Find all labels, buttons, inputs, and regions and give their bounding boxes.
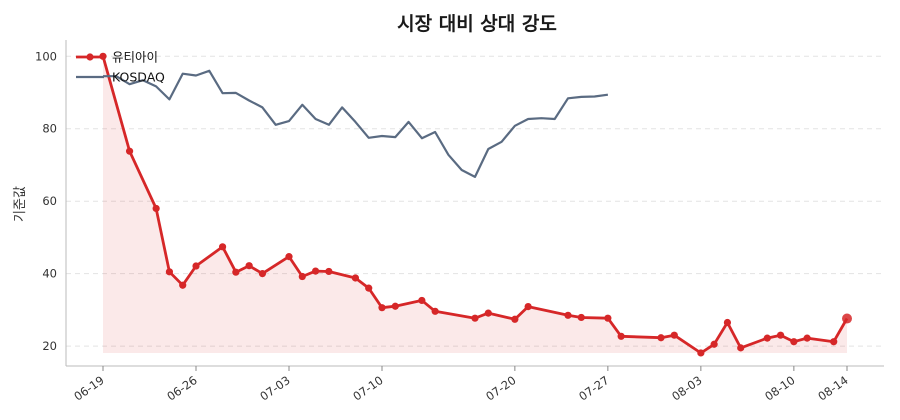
data-point [790,338,798,346]
data-point [351,274,360,282]
data-point [657,334,665,342]
series-line-0 [101,55,849,355]
chart-title: 시장 대비 상대 강도 [397,13,557,35]
legend: 유티아이 KOSDAQ [76,50,165,85]
y-tick-label: 20 [42,339,57,353]
data-point [803,334,811,342]
data-point [431,307,439,315]
data-point [391,302,399,310]
data-point [697,349,705,357]
gridlines [66,55,884,347]
data-point [285,253,293,261]
series-fill-0 [103,56,847,354]
data-point [418,296,426,305]
data-point [471,314,479,322]
area-fill-layer [103,56,847,354]
x-tick-label: 06-26 [164,373,199,404]
data-point [125,147,134,155]
legend-label: KOSDAQ [112,70,165,85]
data-point [311,267,320,275]
data-point [192,262,200,270]
x-tick-label: 07-20 [483,373,518,404]
data-point [723,318,732,327]
data-point [165,268,174,276]
data-point [325,267,333,276]
data-point [604,314,612,322]
data-point [763,334,771,342]
series-markers [99,52,852,357]
data-point [670,331,678,339]
data-point [484,309,492,317]
y-axis-label: 기준값 [13,186,28,222]
data-point [378,304,386,312]
data-point [179,281,187,289]
x-tick-label: 07-03 [257,373,292,404]
x-tick-labels: 06-19 06-26 07-03 07-10 07-20 07-27 08-03 08-10… [71,373,850,404]
data-point [776,331,785,339]
data-point [218,243,227,251]
data-point [737,344,745,352]
y-tick-label: 100 [35,49,57,63]
x-tick-label: 08-10 [762,373,797,404]
data-point [152,204,160,213]
x-tick-label: 07-27 [576,373,611,404]
data-point [564,311,572,319]
data-point [258,270,267,278]
x-tick-label: 08-14 [815,373,850,404]
y-tick-labels: 20 40 60 80 100 [35,49,57,353]
data-point [842,313,852,324]
x-tick-label: 08-03 [669,373,704,404]
y-tick-label: 80 [42,122,57,136]
y-tick-label: 60 [42,194,57,208]
data-point [511,315,519,323]
legend-label: 유티아이 [112,50,158,65]
axes [65,40,884,371]
x-tick-label: 06-19 [71,373,106,404]
series-lines [101,55,849,355]
x-tick-label: 07-10 [350,373,385,404]
data-point [710,340,718,348]
data-point [232,268,240,276]
data-point [298,272,306,281]
y-tick-label: 40 [42,267,57,281]
data-point [617,332,625,340]
data-point [577,313,585,322]
data-point [830,338,838,346]
series-line-1 [103,69,609,178]
data-point [245,262,253,270]
data-point [365,284,373,292]
data-point [524,302,532,311]
legend-swatch-marker [86,53,94,61]
